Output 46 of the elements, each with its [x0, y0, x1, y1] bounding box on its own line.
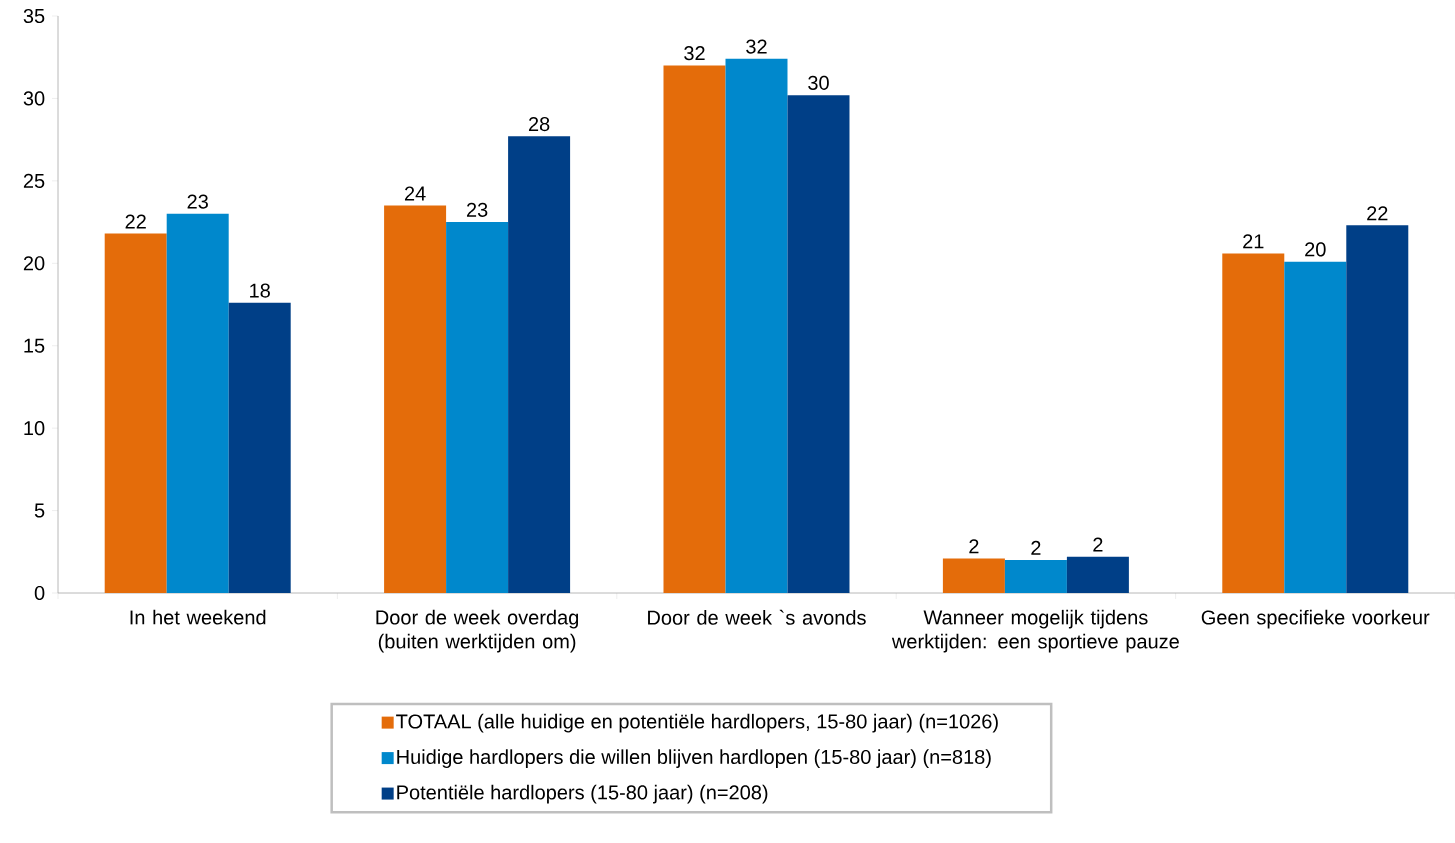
bar [1066, 556, 1129, 593]
bar [1284, 261, 1347, 593]
bar [104, 233, 167, 593]
data-label: 21 [1243, 234, 1264, 249]
x-tick-label: Geen specifieke voorkeur [1201, 609, 1430, 629]
data-label: 2 [969, 539, 979, 554]
y-tick-label: 30 [23, 91, 45, 106]
data-label: 23 [187, 194, 208, 209]
bar [166, 213, 229, 593]
legend-label: Huidige hardlopers die willen blijven hardlopen (15-80 jaar) (n=818) [397, 749, 991, 768]
y-tick-label: 5 [34, 503, 45, 518]
data-label: 32 [684, 46, 705, 61]
bar [942, 558, 1005, 593]
data-label: 28 [528, 116, 550, 132]
data-label: 18 [250, 283, 270, 298]
y-tick-label: 15 [24, 338, 45, 353]
x-tick-label: Door de week overdag (buiten werktijden om) [376, 609, 579, 653]
y-tick-label: 10 [24, 421, 45, 436]
bar [1004, 560, 1067, 593]
data-label: 2 [1093, 537, 1103, 552]
bar [725, 58, 788, 593]
bar [1346, 225, 1409, 593]
bar [228, 302, 291, 593]
y-tick-label: 0 [34, 585, 45, 601]
bar [384, 205, 447, 593]
data-label: 2 [1031, 540, 1041, 555]
y-tick-label: 25 [23, 173, 45, 188]
bar [1222, 253, 1285, 593]
data-label: 30 [808, 75, 829, 90]
legend-label: TOTAAL (alle huidige en potentiële hardlopers, 15-80 jaar) (n=1026) [396, 713, 998, 733]
y-tick-label: 35 [23, 8, 45, 24]
x-tick-label: In het weekend [130, 609, 266, 625]
bar [663, 65, 726, 593]
data-label: 24 [404, 186, 426, 201]
data-label: 22 [125, 214, 146, 229]
data-label: 23 [466, 202, 488, 217]
y-tick-label: 20 [23, 256, 45, 271]
bar [508, 136, 571, 593]
bar [446, 222, 509, 593]
bar [787, 95, 850, 593]
data-label: 22 [1367, 206, 1388, 221]
data-label: 20 [1305, 242, 1326, 257]
legend-label: Potentiële hardlopers (15-80 jaar) (n=208) [397, 784, 768, 804]
data-label: 32 [746, 39, 767, 54]
x-tick-label: Door de week `s avonds [648, 609, 866, 625]
x-tick-label: Wanneer mogelijk tijdens werktijden: een sportieve pauze [891, 609, 1179, 653]
